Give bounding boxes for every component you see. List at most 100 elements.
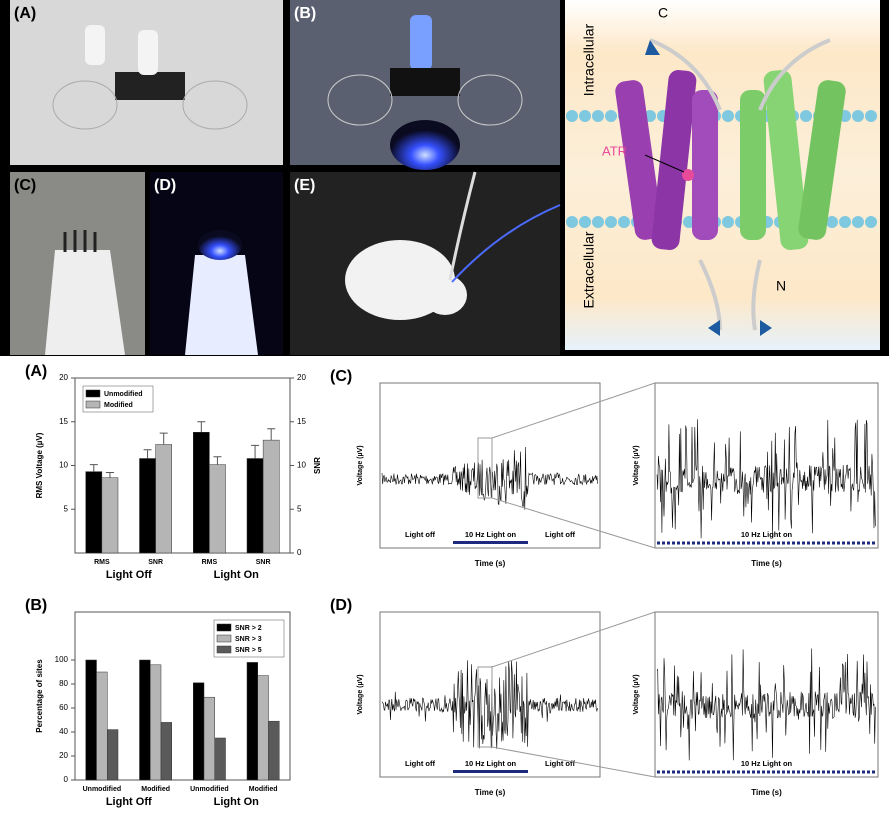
bar xyxy=(139,458,156,554)
trace xyxy=(656,648,876,761)
legend-label: SNR > 5 xyxy=(235,647,262,654)
bar xyxy=(209,464,226,554)
trace xyxy=(656,419,876,539)
zoom-box xyxy=(477,437,493,499)
rat-head xyxy=(423,275,467,315)
device xyxy=(390,68,460,96)
pointer xyxy=(644,154,685,173)
zoom-connector xyxy=(491,382,656,439)
lipid xyxy=(722,110,734,122)
legend-label: Unmodified xyxy=(104,391,143,398)
trace xyxy=(381,446,598,510)
lipid xyxy=(839,216,851,228)
y-tick-label: 80 xyxy=(59,679,68,688)
zoom-box xyxy=(477,666,493,748)
y2-axis-label: SNR xyxy=(313,457,322,474)
y-tick-label: 5 xyxy=(64,504,69,513)
bar xyxy=(155,444,172,554)
legend-label: Modified xyxy=(104,402,133,409)
connector xyxy=(138,30,158,75)
bar xyxy=(150,664,162,781)
error-bar xyxy=(251,444,260,459)
plot-frame xyxy=(654,382,879,549)
x-tick-label: SNR xyxy=(148,559,163,566)
electrodes xyxy=(63,230,97,252)
fiber xyxy=(182,80,248,130)
lipid xyxy=(852,216,864,228)
x-axis-label: Time (s) xyxy=(751,559,782,568)
lipid xyxy=(566,110,578,122)
fiber xyxy=(52,80,118,130)
label: ATR xyxy=(602,143,627,158)
group-label: Light On xyxy=(214,796,259,808)
panel-label: (E) xyxy=(294,177,315,194)
x-tick-label: Modified xyxy=(141,786,170,793)
plot-frame xyxy=(654,611,879,778)
device xyxy=(115,72,185,100)
legend-label: SNR > 2 xyxy=(235,625,262,632)
bar xyxy=(193,432,210,554)
bar xyxy=(101,477,119,554)
lipid xyxy=(579,110,591,122)
plot-frame xyxy=(379,611,601,778)
bar xyxy=(85,471,103,554)
cable xyxy=(448,171,477,281)
y-tick-label: 10 xyxy=(59,461,68,470)
panel-label: (A) xyxy=(25,363,47,380)
fiber xyxy=(457,74,523,126)
annotation: Light off xyxy=(545,530,575,539)
y-tick-label: 20 xyxy=(59,373,68,382)
y-tick-label: 0 xyxy=(64,775,69,784)
y2-tick-label: 10 xyxy=(297,461,306,470)
y-tick-label: 20 xyxy=(59,751,68,760)
annotation: Light off xyxy=(405,530,435,539)
y-tick-label: 40 xyxy=(59,727,68,736)
atr-molecule xyxy=(682,169,694,181)
bar xyxy=(246,662,258,781)
legend-swatch xyxy=(216,623,232,632)
x-tick-label: RMS xyxy=(94,559,110,566)
bar xyxy=(85,659,97,781)
lipid xyxy=(592,110,604,122)
lipid xyxy=(618,216,630,228)
bar xyxy=(107,729,119,781)
label: N xyxy=(776,278,786,294)
light-glow xyxy=(390,120,460,170)
y-axis-label: Voltage (µV) xyxy=(633,445,640,485)
bar xyxy=(262,439,280,554)
legend-label: SNR > 3 xyxy=(235,636,262,643)
y2-tick-label: 20 xyxy=(297,373,306,382)
probe-body xyxy=(45,250,125,355)
y-tick-label: 100 xyxy=(55,655,69,664)
error-bar xyxy=(159,432,168,445)
label: Extracellular xyxy=(581,231,597,308)
panel-label: (B) xyxy=(294,5,316,22)
stimulus-bar xyxy=(453,541,528,544)
legend-swatch xyxy=(85,389,101,398)
annotation: 10 Hz Light on xyxy=(741,530,793,539)
lipid xyxy=(579,216,591,228)
bar xyxy=(193,682,205,781)
fiber xyxy=(327,74,393,126)
group-label: Light On xyxy=(214,569,259,581)
annotation: 10 Hz Light on xyxy=(465,759,517,768)
bar xyxy=(96,671,108,781)
probe-body xyxy=(185,255,258,355)
error-bar xyxy=(105,472,114,478)
bar xyxy=(257,675,269,781)
lipid xyxy=(852,110,864,122)
annotation: 10 Hz Light on xyxy=(465,530,517,539)
x-axis-label: Time (s) xyxy=(475,559,506,568)
zoom-connector xyxy=(491,611,656,668)
x-tick-label: RMS xyxy=(202,559,218,566)
x-tick-label: Modified xyxy=(249,786,278,793)
x-axis-label: Time (s) xyxy=(751,788,782,797)
light-glow xyxy=(198,230,242,260)
helices xyxy=(615,38,846,336)
x-tick-label: SNR xyxy=(256,559,271,566)
lipid xyxy=(592,216,604,228)
panel-label: (C) xyxy=(14,177,36,194)
panel-label: (D) xyxy=(154,177,176,194)
y2-tick-label: 0 xyxy=(297,548,302,557)
